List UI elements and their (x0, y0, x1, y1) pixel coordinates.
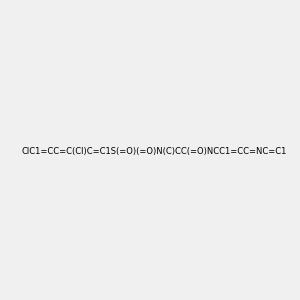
Text: ClC1=CC=C(Cl)C=C1S(=O)(=O)N(C)CC(=O)NCC1=CC=NC=C1: ClC1=CC=C(Cl)C=C1S(=O)(=O)N(C)CC(=O)NCC1… (21, 147, 286, 156)
